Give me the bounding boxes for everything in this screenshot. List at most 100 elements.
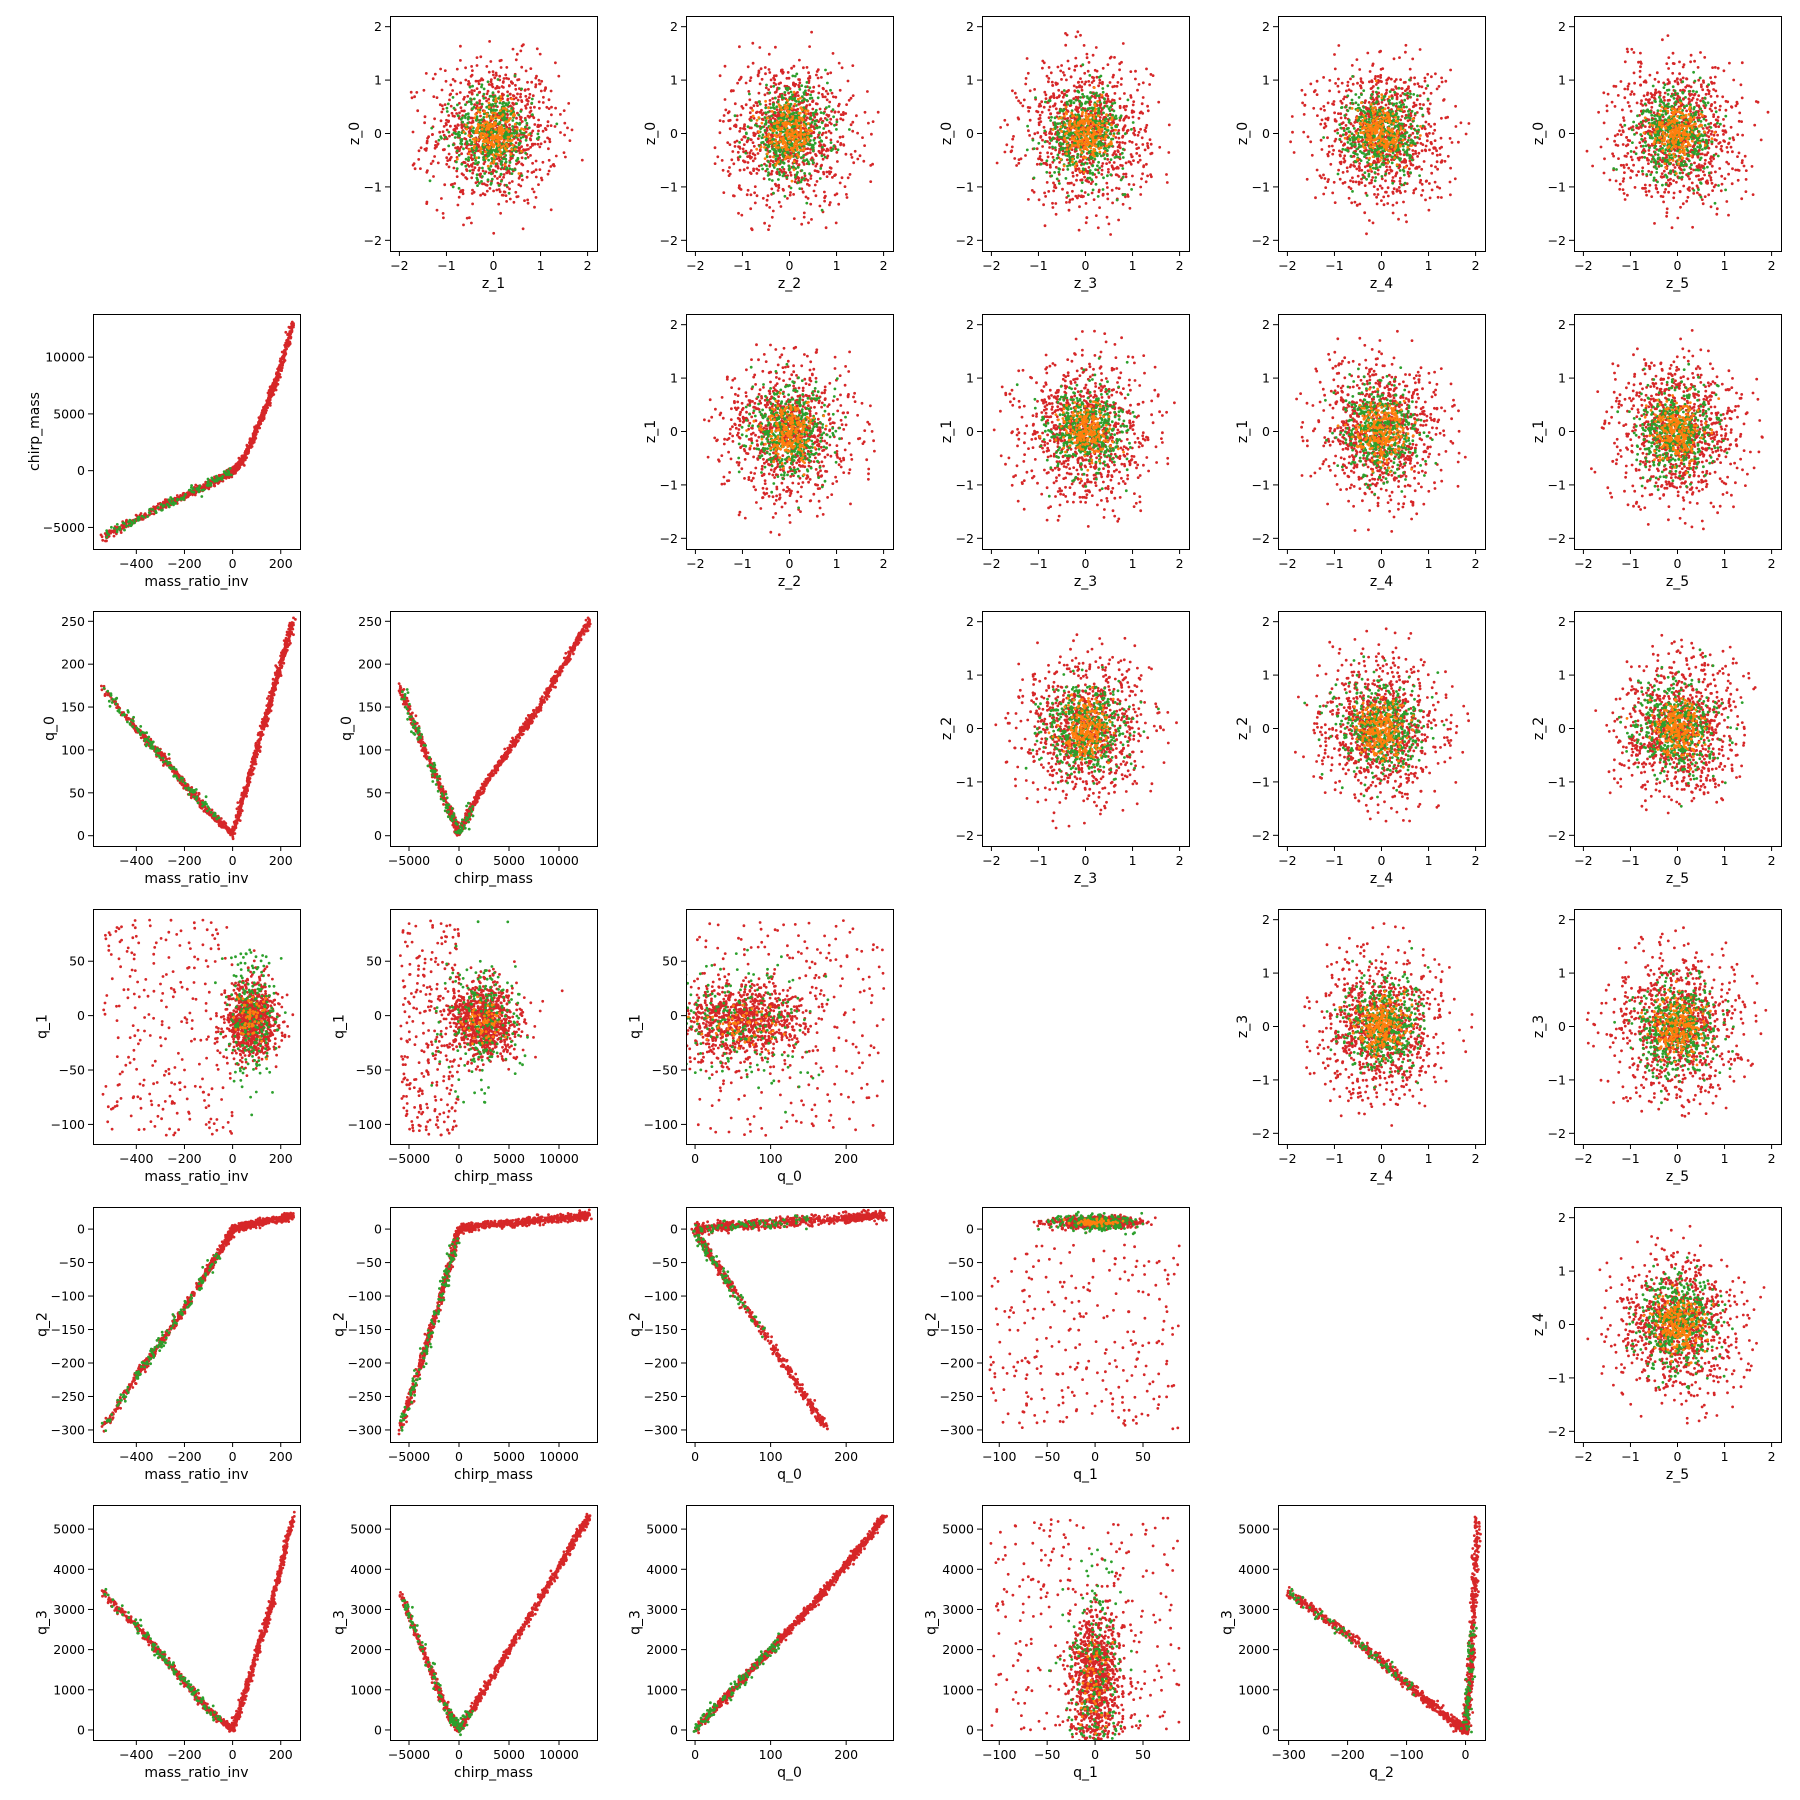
scatter-point bbox=[1099, 110, 1103, 114]
scatter-point bbox=[526, 198, 529, 202]
scatter-point bbox=[450, 111, 454, 115]
scatter-point bbox=[1408, 167, 1411, 171]
scatter-point bbox=[489, 116, 493, 120]
scatter-point bbox=[511, 119, 515, 122]
scatter-point bbox=[727, 119, 731, 123]
scatter-point bbox=[475, 129, 479, 133]
scatter-point bbox=[1135, 147, 1139, 151]
scatter-point bbox=[1429, 91, 1433, 95]
scatter-point bbox=[1123, 132, 1127, 136]
scatter-point bbox=[1079, 104, 1083, 108]
scatter-point bbox=[482, 96, 486, 100]
scatter-point bbox=[772, 76, 775, 80]
scatter-point bbox=[514, 141, 518, 145]
scatter-point bbox=[1083, 175, 1086, 179]
scatter-point bbox=[810, 30, 813, 34]
scatter-point bbox=[460, 152, 463, 156]
scatter-point bbox=[497, 90, 500, 94]
scatter-point bbox=[455, 175, 459, 179]
scatter-point bbox=[1045, 159, 1049, 163]
scatter-point bbox=[806, 135, 809, 139]
scatter-point bbox=[722, 114, 726, 117]
scatter-point bbox=[471, 168, 474, 172]
scatter-point bbox=[498, 190, 502, 194]
scatter-point bbox=[810, 146, 814, 150]
scatter-point bbox=[1346, 84, 1350, 87]
scatter-point bbox=[1106, 63, 1110, 66]
scatter-point bbox=[499, 66, 503, 69]
scatter-point bbox=[1121, 175, 1125, 179]
scatter-point bbox=[736, 150, 740, 154]
scatter-point bbox=[1053, 116, 1057, 120]
scatter-point bbox=[799, 142, 802, 146]
scatter-point bbox=[1115, 140, 1119, 144]
scatter-point bbox=[510, 180, 514, 183]
scatter-point bbox=[1090, 143, 1094, 147]
scatter-point bbox=[765, 198, 769, 202]
scatter-point bbox=[787, 91, 790, 95]
scatter-point bbox=[520, 131, 524, 135]
scatter-points bbox=[995, 30, 1171, 236]
scatter-point bbox=[563, 121, 567, 125]
scatter-point bbox=[1056, 111, 1059, 115]
scatter-point bbox=[776, 113, 780, 117]
scatter-point bbox=[1060, 100, 1063, 103]
scatter-point bbox=[512, 200, 516, 204]
scatter-point bbox=[1065, 131, 1069, 135]
scatter-point bbox=[785, 115, 789, 118]
scatter-point bbox=[743, 160, 746, 164]
scatter-point bbox=[745, 193, 749, 197]
scatter-point bbox=[809, 111, 813, 115]
scatter-point bbox=[478, 166, 481, 170]
scatter-point bbox=[534, 159, 538, 163]
scatter-point bbox=[809, 117, 813, 121]
scatter-point bbox=[1054, 202, 1058, 205]
x-axis-label: z_3 bbox=[1074, 276, 1097, 292]
scatter-point bbox=[1433, 122, 1436, 126]
scatter-point bbox=[1107, 107, 1111, 110]
scatter-point bbox=[433, 117, 436, 121]
scatter-point bbox=[1097, 107, 1100, 110]
scatter-point bbox=[1077, 80, 1080, 84]
scatter-point bbox=[471, 171, 475, 175]
scatter-point bbox=[547, 107, 551, 110]
scatter-point bbox=[483, 121, 486, 125]
scatter-point bbox=[1115, 198, 1119, 202]
scatter-point bbox=[502, 190, 506, 194]
scatter-point bbox=[481, 169, 485, 173]
scatter-point bbox=[819, 143, 822, 147]
scatter-point bbox=[804, 152, 808, 156]
scatter-point bbox=[747, 90, 751, 93]
scatter-point bbox=[1045, 74, 1049, 78]
scatter-point bbox=[848, 128, 851, 131]
scatter-point bbox=[434, 144, 437, 147]
scatter-point bbox=[467, 134, 471, 137]
scatter-point bbox=[563, 133, 566, 137]
scatter-point bbox=[491, 111, 494, 115]
scatter-point bbox=[489, 125, 493, 128]
scatter-point bbox=[510, 134, 513, 138]
scatter-point bbox=[497, 116, 501, 120]
scatter-point bbox=[423, 121, 426, 125]
scatter-point bbox=[473, 103, 476, 106]
scatter-point bbox=[439, 135, 443, 139]
scatter-point bbox=[749, 138, 752, 141]
scatter-point bbox=[1131, 103, 1135, 107]
scatter-point bbox=[452, 106, 456, 110]
scatter-point bbox=[483, 110, 486, 114]
scatter-point bbox=[1119, 114, 1123, 118]
scatter-point bbox=[1303, 93, 1307, 97]
scatter-point bbox=[806, 147, 810, 151]
scatter-point bbox=[827, 114, 831, 117]
scatter-point bbox=[497, 202, 501, 206]
scatter-point bbox=[460, 139, 463, 143]
scatter-point bbox=[1326, 136, 1329, 140]
scatter-point bbox=[499, 118, 503, 122]
scatter-point bbox=[474, 106, 478, 110]
scatter-point bbox=[770, 135, 774, 139]
scatter-point bbox=[751, 61, 755, 65]
scatter-point bbox=[477, 82, 481, 86]
scatter-point bbox=[521, 178, 524, 182]
scatter-point bbox=[815, 112, 819, 116]
scatter-point bbox=[792, 125, 796, 129]
